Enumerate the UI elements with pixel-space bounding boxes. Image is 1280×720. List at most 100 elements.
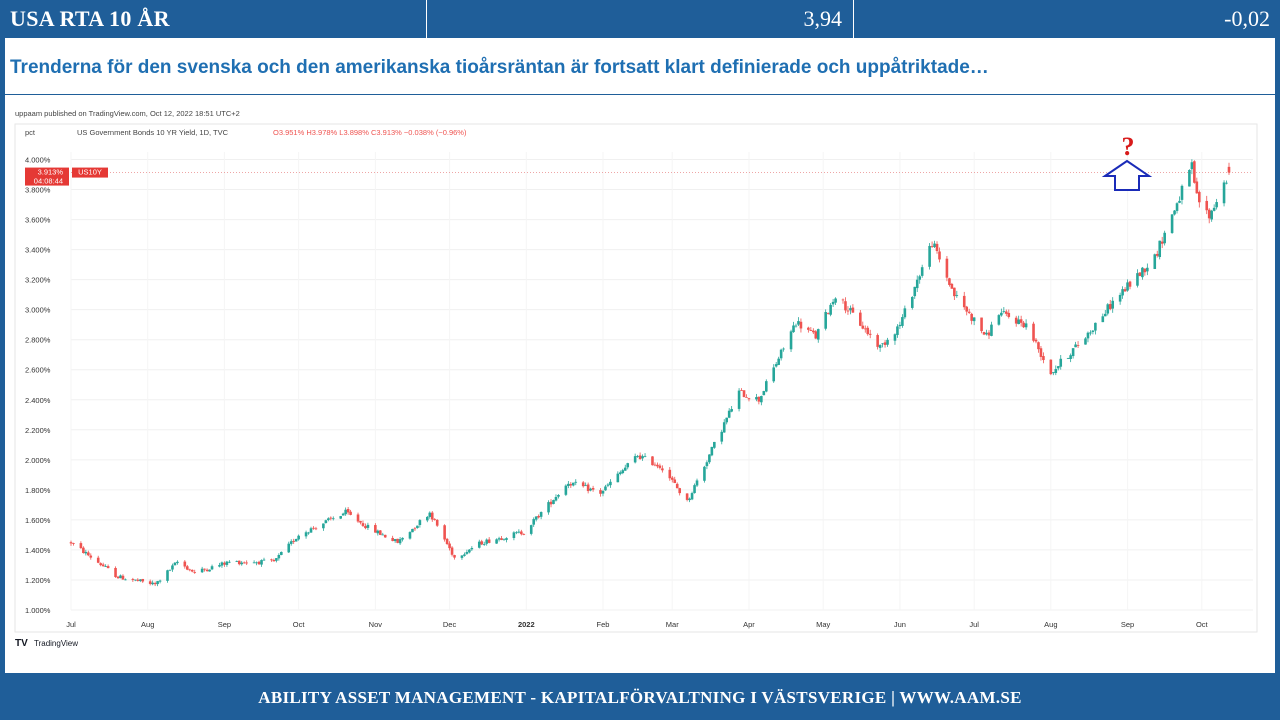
candle-body	[814, 331, 818, 339]
candle-body	[416, 525, 419, 529]
candle-body	[500, 538, 503, 541]
candle-body	[626, 463, 630, 468]
candle-body	[470, 548, 474, 550]
candle-body	[846, 310, 850, 312]
candle-body	[1126, 282, 1129, 291]
candle-body	[408, 532, 412, 539]
candle-body	[116, 576, 120, 579]
candle-body	[512, 532, 516, 538]
candle-body	[574, 481, 578, 483]
candle-body	[364, 526, 367, 529]
candle-body	[448, 543, 451, 549]
candle-body	[465, 552, 469, 554]
y-tick-label: 1.600%	[25, 516, 51, 525]
candle-body	[69, 542, 73, 544]
candle-body	[84, 551, 88, 554]
candle-body	[740, 390, 743, 391]
x-tick-label: Jun	[894, 620, 906, 629]
chart-background	[5, 95, 1275, 673]
candle-body	[1108, 304, 1112, 310]
x-tick-label: 2022	[518, 620, 535, 629]
candle-body	[312, 527, 315, 529]
candle-body	[193, 572, 197, 573]
candle-body	[1037, 342, 1040, 350]
candle-body	[82, 547, 85, 554]
legend-ohlc: O3.951% H3.978% L3.898% C3.913% −0.038% …	[273, 128, 467, 137]
candle-body	[327, 518, 330, 521]
candle-body	[772, 367, 776, 382]
candle-body	[982, 332, 986, 335]
candle-body	[532, 519, 536, 525]
candle-body	[668, 469, 672, 479]
candle-body	[322, 523, 325, 529]
candle-body	[220, 562, 224, 566]
candle-body	[616, 473, 620, 483]
candle-body	[1195, 181, 1199, 194]
candle-body	[218, 565, 221, 567]
candle-body	[435, 519, 439, 526]
candle-body	[89, 555, 93, 558]
candle-body	[1000, 312, 1003, 316]
candle-body	[915, 279, 919, 289]
candle-body	[331, 518, 335, 520]
candle-body	[106, 566, 110, 569]
candle-body	[487, 539, 491, 543]
candle-body	[809, 329, 813, 331]
candle-body	[1054, 369, 1058, 374]
candle-body	[502, 539, 506, 541]
y-tick-label: 3.000%	[25, 306, 51, 315]
candle-body	[742, 390, 746, 397]
y-tick-label: 2.800%	[25, 336, 51, 345]
candle-body	[1014, 317, 1018, 324]
content-area: Trenderna för den svenska och den amerik…	[5, 38, 1275, 673]
y-tick-label: 2.400%	[25, 396, 51, 405]
candle-body	[297, 535, 300, 540]
candle-body	[497, 538, 501, 540]
candle-body	[1089, 332, 1092, 334]
candle-body	[398, 539, 402, 544]
candle-body	[1143, 268, 1147, 273]
candle-body	[918, 276, 922, 280]
candle-body	[549, 501, 553, 505]
candle-body	[688, 498, 691, 501]
y-tick-label: 2.600%	[25, 366, 51, 375]
candle-body	[255, 562, 258, 564]
candle-body	[651, 456, 654, 466]
candle-body	[411, 528, 414, 533]
candle-body	[868, 333, 872, 335]
candle-body	[185, 566, 189, 570]
candle-body	[1170, 214, 1174, 233]
y-tick-label: 1.800%	[25, 486, 51, 495]
candle-body	[1225, 182, 1228, 184]
candle-body	[529, 525, 533, 534]
candle-body	[72, 543, 75, 544]
candle-body	[262, 559, 266, 561]
candle-body	[450, 547, 454, 555]
x-tick-label: Dec	[443, 620, 457, 629]
candle-body	[851, 307, 855, 313]
candle-body	[131, 579, 135, 581]
candle-body	[495, 539, 498, 544]
candle-body	[203, 568, 206, 570]
candle-body	[119, 575, 122, 579]
candle-body	[621, 470, 625, 474]
candle-body	[1123, 289, 1127, 292]
candle-body	[619, 472, 622, 475]
candle-body	[173, 562, 177, 566]
candle-body	[445, 538, 449, 544]
candle-body	[1022, 322, 1025, 328]
candle-body	[374, 525, 377, 533]
y-tick-label: 3.200%	[25, 276, 51, 285]
candle-body	[792, 325, 795, 333]
candle-body	[1121, 289, 1124, 296]
x-tick-label: Feb	[597, 620, 610, 629]
candle-body	[148, 581, 152, 584]
unit-label: pct	[25, 128, 36, 137]
candle-body	[294, 539, 298, 542]
candle-body	[693, 485, 696, 494]
candle-body	[886, 339, 889, 345]
candle-body	[1118, 294, 1122, 302]
candle-body	[933, 243, 936, 248]
candle-body	[1210, 210, 1213, 220]
candles	[69, 159, 1231, 587]
